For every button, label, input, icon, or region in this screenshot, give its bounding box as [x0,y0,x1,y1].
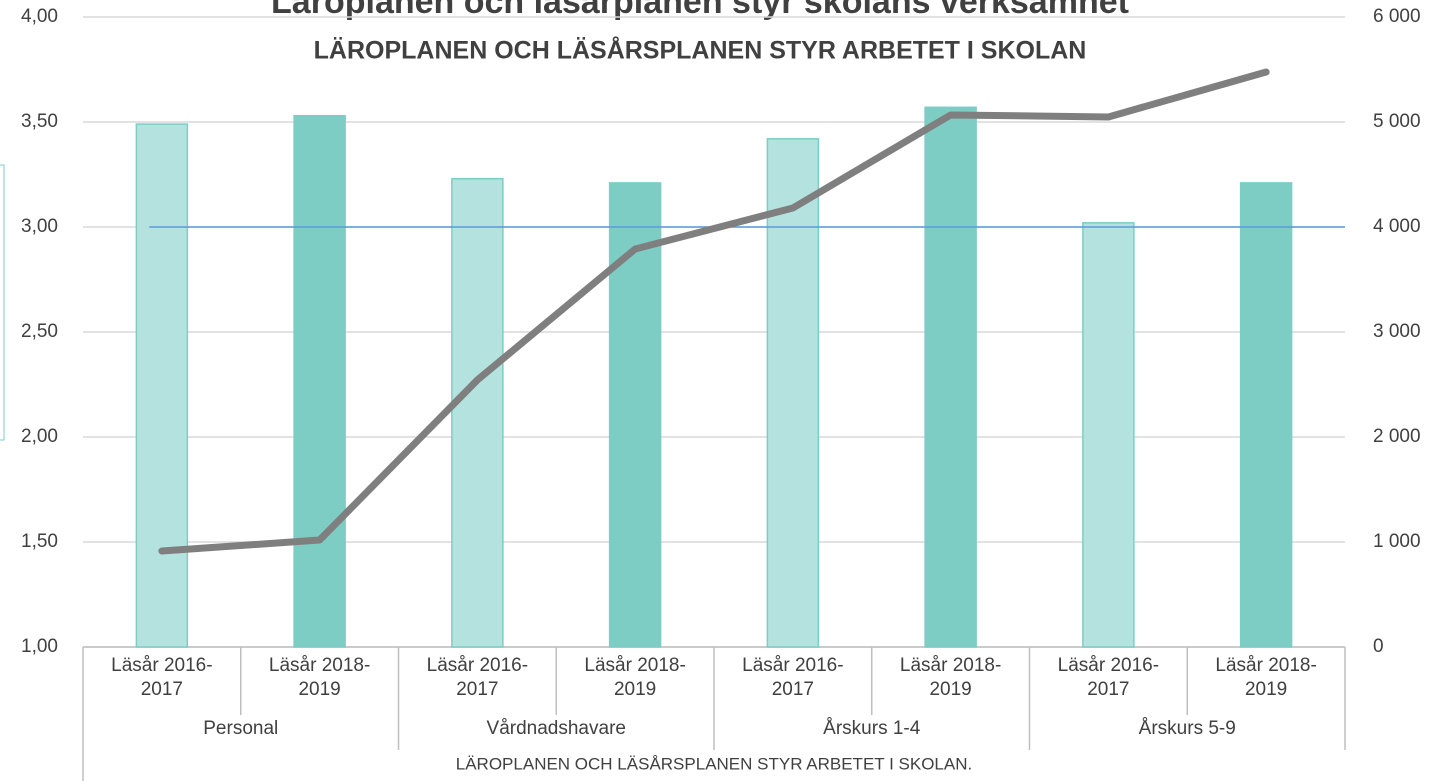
chart-subtitle: LÄROPLANEN OCH LÄSÅRSPLANEN STYR ARBETET… [314,36,1087,65]
bar [1239,182,1293,648]
x-tick-label: Läsår 2018-2019 [1215,655,1317,700]
bar [293,114,346,648]
bar [135,123,189,648]
y-tick-label: 2,00 [21,426,58,447]
x-group-label: Årskurs 5-9 [1138,718,1236,739]
x-group-label: Vårdnadshavare [486,718,626,739]
y2-tick-label: 6 000 [1373,6,1421,27]
x-tick-label: Läsår 2016-2017 [426,655,529,700]
line-series [158,68,1270,555]
y-tick-label: 2,50 [21,321,58,342]
bar [451,177,504,648]
y-tick-label: 4,00 [21,6,58,27]
x-group-label: Årskurs 1-4 [823,718,921,739]
x-tick-label: Läsår 2018-2019 [584,655,686,700]
bar [766,138,820,648]
x-group-label: Personal [203,718,279,739]
y-tick-label: 3,00 [21,216,58,237]
y-tick-label: 1,50 [21,531,58,552]
x-tick-label: Läsår 2016-2017 [1057,655,1160,700]
y2-tick-label: 5 000 [1373,111,1421,132]
bar [1082,222,1135,648]
y-tick-label: 3,50 [21,111,58,132]
x-tick-label: Läsår 2018-2019 [268,655,371,700]
x-tick-label: Läsår 2016-2017 [742,655,844,700]
y2-tick-label: 0 [1373,636,1384,657]
y2-tick-label: 2 000 [1373,426,1421,447]
x-tick-label: Läsår 2016-2017 [111,655,213,700]
y-tick-label: 1,00 [21,636,58,657]
chart-title: Läroplanen och läsårplanen styr skolans … [271,0,1129,21]
y2-tick-label: 4 000 [1373,216,1421,237]
bar [924,106,977,648]
x-tick-label: Läsår 2018-2019 [899,655,1002,700]
y2-tick-label: 1 000 [1373,531,1421,552]
legend-fragment [0,164,5,441]
x-axis-label: LÄROPLANEN OCH LÄSÅRSPLANEN STYR ARBETET… [456,754,972,773]
y2-tick-label: 3 000 [1373,321,1421,342]
